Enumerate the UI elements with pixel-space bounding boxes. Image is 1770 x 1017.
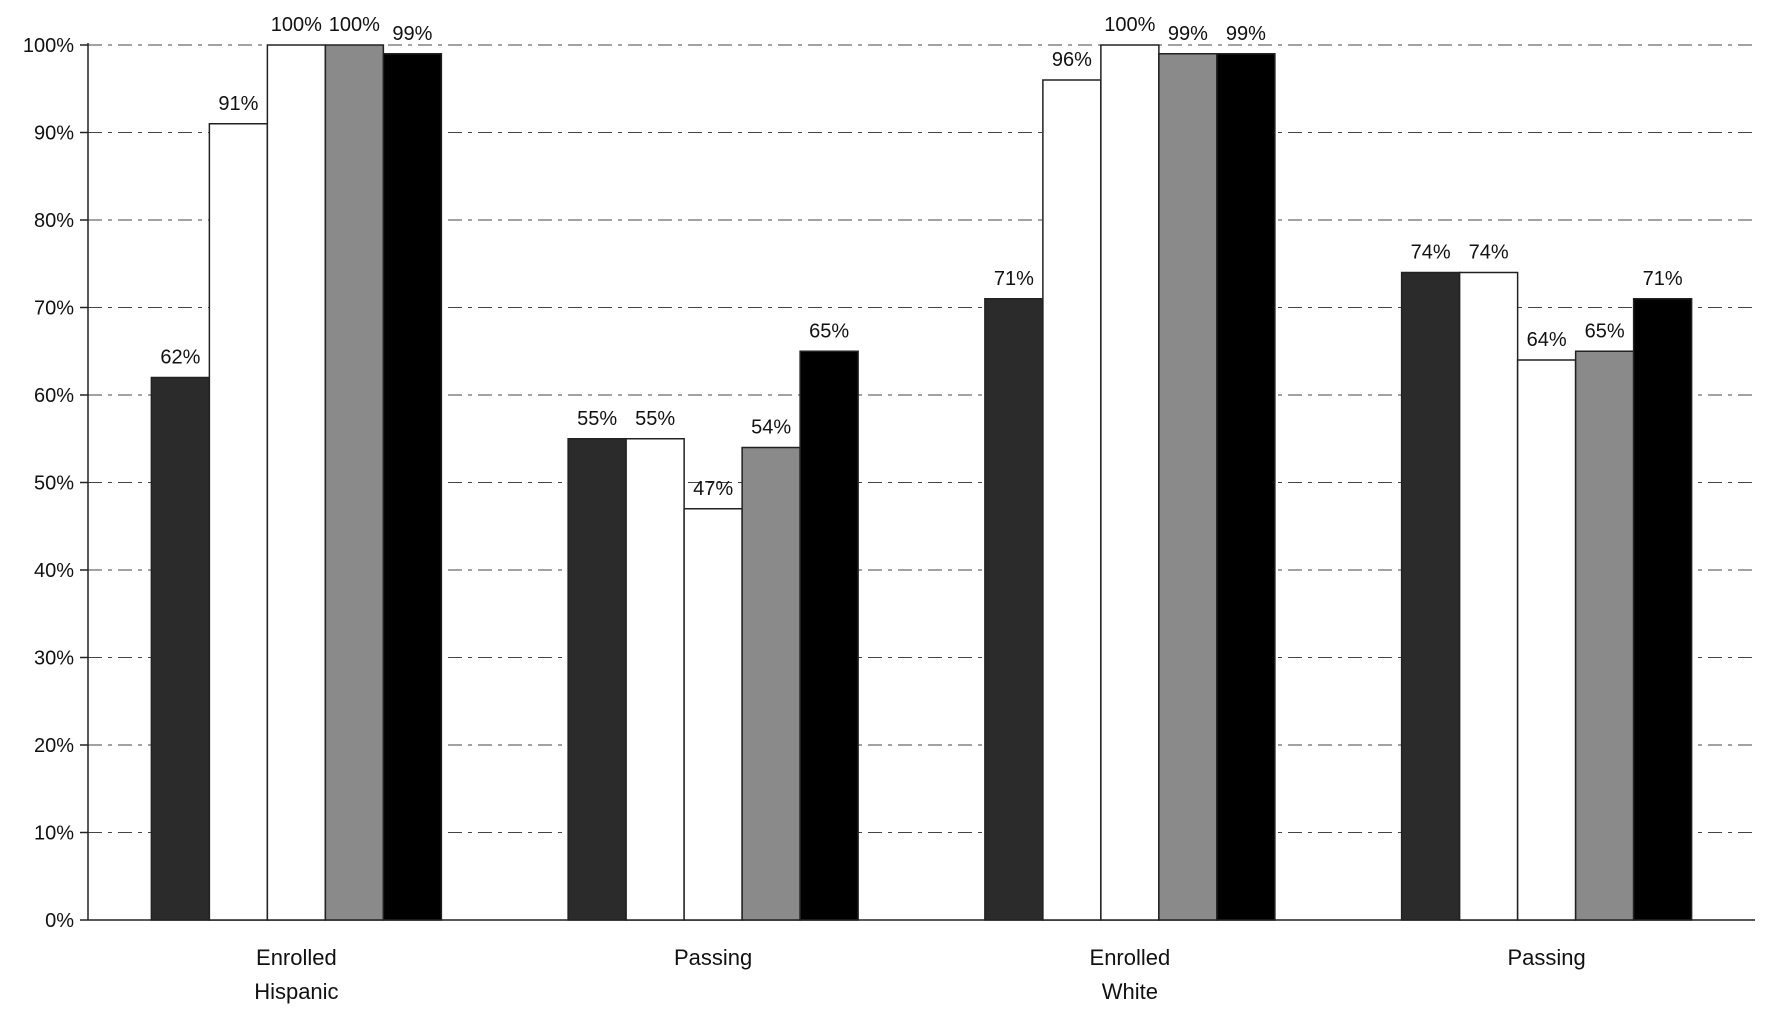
data-label: 96% xyxy=(1052,49,1092,71)
data-label: 65% xyxy=(1585,320,1625,342)
bar xyxy=(382,53,443,921)
bar xyxy=(799,350,859,921)
data-label: 54% xyxy=(751,417,791,439)
category-label: Passing xyxy=(1507,945,1585,970)
bar xyxy=(266,44,327,921)
data-label: 100% xyxy=(329,14,380,36)
y-tick-label: 10% xyxy=(34,823,74,845)
data-label: 100% xyxy=(271,14,322,36)
data-label: 62% xyxy=(160,347,200,369)
data-label: 55% xyxy=(635,408,675,430)
data-label: 71% xyxy=(1643,268,1683,290)
data-label: 99% xyxy=(392,23,432,45)
y-tick-label: 70% xyxy=(34,298,74,320)
y-tick-label: 40% xyxy=(34,560,74,582)
bar xyxy=(1632,298,1693,921)
data-label: 99% xyxy=(1226,23,1266,45)
bar xyxy=(324,44,385,921)
data-label: 47% xyxy=(693,478,733,500)
label-layer: 62% 91% 100% 100% 99% Enrolled Hispanic 55% 55% 4… xyxy=(160,14,1682,1004)
data-label: 100% xyxy=(1104,14,1155,36)
bar-layer xyxy=(150,44,1693,921)
data-label: 64% xyxy=(1527,329,1567,351)
y-tick-label: 80% xyxy=(34,210,74,232)
data-label: 74% xyxy=(1469,242,1509,264)
category-label: Enrolled xyxy=(256,945,337,970)
y-tick-label: 20% xyxy=(34,735,74,757)
bar xyxy=(1400,271,1461,921)
bar xyxy=(1158,53,1218,921)
bar xyxy=(150,376,211,921)
category-label: White xyxy=(1102,979,1158,1004)
data-label: 65% xyxy=(809,320,849,342)
bar xyxy=(208,123,269,921)
bar xyxy=(625,438,685,921)
category-label: Enrolled xyxy=(1090,945,1171,970)
bar xyxy=(1042,79,1102,921)
bar xyxy=(683,508,743,921)
y-tick-label: 30% xyxy=(34,648,74,670)
y-tick-label: 0% xyxy=(45,910,74,932)
bar xyxy=(1216,53,1276,921)
bar xyxy=(567,438,627,921)
bar xyxy=(741,446,801,921)
bar xyxy=(984,298,1044,921)
y-tick-label: 100% xyxy=(23,35,74,57)
y-tick-label: 60% xyxy=(34,385,74,407)
data-label: 91% xyxy=(218,93,258,115)
y-tick-label: 50% xyxy=(34,473,74,495)
bar xyxy=(1100,44,1160,921)
data-label: 74% xyxy=(1411,242,1451,264)
bar xyxy=(1574,350,1635,921)
bar xyxy=(1516,359,1577,921)
data-label: 99% xyxy=(1168,23,1208,45)
y-tick-label: 90% xyxy=(34,123,74,145)
category-label: Hispanic xyxy=(254,979,338,1004)
category-label: Passing xyxy=(674,945,752,970)
data-label: 55% xyxy=(577,408,617,430)
bar xyxy=(1458,271,1519,921)
data-label: 71% xyxy=(994,268,1034,290)
